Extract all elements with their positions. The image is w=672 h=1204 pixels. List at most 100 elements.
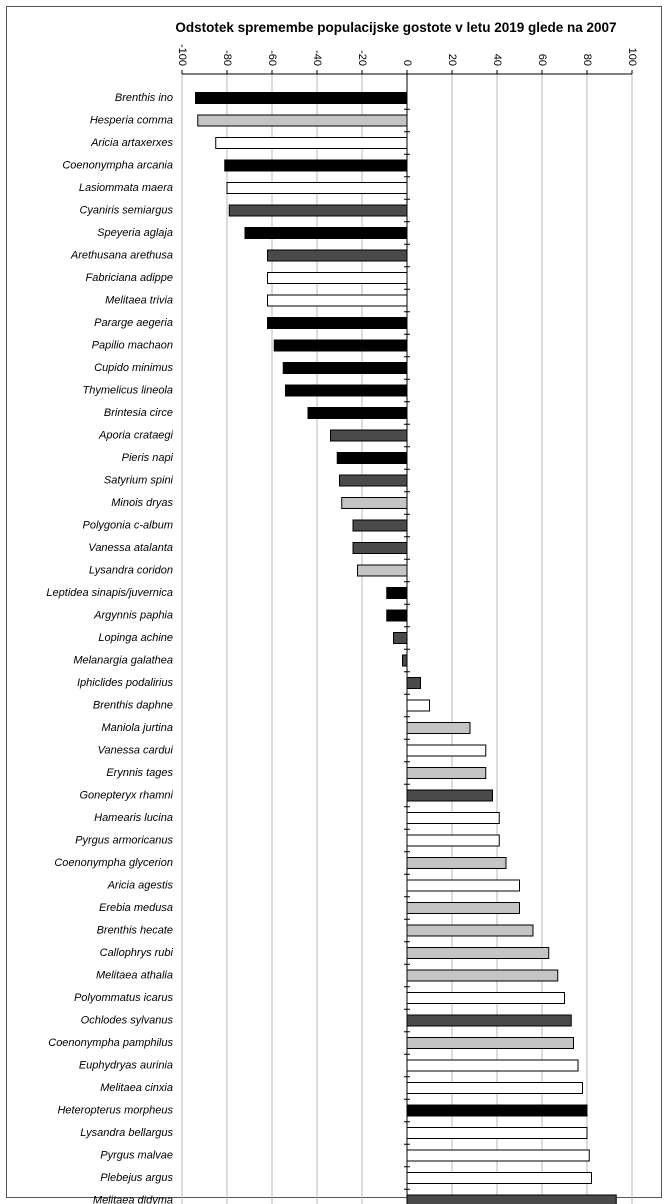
category-label: Polyommatus icarus <box>74 992 174 1004</box>
x-tick-label: -40 <box>311 50 323 66</box>
category-label: Cyaniris semiargus <box>79 204 173 216</box>
category-label: Brenthis ino <box>115 92 173 104</box>
x-tick-label: 100 <box>626 48 638 66</box>
category-label: Euphydryas aurinia <box>79 1059 173 1071</box>
x-tick-label: 60 <box>536 54 548 66</box>
bar <box>406 699 430 712</box>
x-tick-label: 40 <box>491 54 503 66</box>
x-tick-label: -100 <box>176 44 188 66</box>
x-axis: -100 -80 -60 -40 -20 0 20 40 60 80 100 <box>176 44 638 1204</box>
bar <box>406 1104 588 1117</box>
category-label: Polygonia c-album <box>83 519 174 531</box>
bar <box>386 609 408 622</box>
category-label: Speyeria aglaja <box>97 227 173 239</box>
bar <box>285 384 408 397</box>
category-label: Aricia artaxerxes <box>90 137 173 149</box>
bar <box>282 362 408 374</box>
category-label: Minois dryas <box>111 497 173 509</box>
category-label: Melanargia galathea <box>73 654 173 666</box>
category-label: Brintesia circe <box>104 407 173 419</box>
category-label: Hamearis lucina <box>94 812 173 824</box>
category-label: Coenonympha pamphilus <box>48 1037 173 1049</box>
bar <box>406 834 500 847</box>
bar <box>224 159 408 172</box>
category-label: Papilio machaon <box>92 339 173 351</box>
bar <box>406 744 487 757</box>
bar <box>267 272 408 284</box>
bar <box>406 902 520 914</box>
x-tick-label: -20 <box>356 50 368 66</box>
bar <box>406 992 565 1004</box>
category-label: Pyrgus malvae <box>100 1149 173 1161</box>
bar <box>352 519 408 532</box>
bar <box>402 654 408 667</box>
category-label: Gonepteryx rhamni <box>79 789 173 801</box>
category-label: Vanessa atalanta <box>88 542 173 554</box>
bar <box>267 294 408 307</box>
bar <box>386 587 408 599</box>
bar <box>341 497 408 509</box>
bar <box>339 474 408 487</box>
bar <box>330 429 408 442</box>
category-labels: Brenthis ino Hesperia comma Aricia artaxer… <box>46 92 173 1204</box>
category-label: Lasiommata maera <box>79 182 173 194</box>
bar <box>406 969 559 982</box>
bar <box>406 879 520 892</box>
bar <box>406 1059 579 1072</box>
category-label: Pararge aegeria <box>94 317 173 329</box>
bar <box>195 92 408 104</box>
bar <box>406 722 471 734</box>
bar <box>267 317 408 329</box>
x-tick-label: 20 <box>446 54 458 66</box>
category-label: Maniola jurtina <box>101 722 173 734</box>
category-label: Aricia agestis <box>107 879 174 891</box>
bar <box>406 1082 583 1094</box>
bar <box>226 182 408 194</box>
category-label: Coenonympha glycerion <box>54 857 173 869</box>
bar <box>406 1014 572 1027</box>
category-label: Brenthis daphne <box>93 699 173 711</box>
category-label: Melitaea athalia <box>96 969 173 981</box>
bar <box>336 452 408 464</box>
category-label: Melitaea cinxia <box>100 1082 173 1094</box>
category-label: Pyrgus armoricanus <box>75 834 173 846</box>
category-label: Melitaea didyma <box>93 1194 173 1204</box>
category-label: Iphiclides podalirius <box>77 677 173 689</box>
category-label: Melitaea trivia <box>105 294 173 306</box>
category-label: Arethusana arethusa <box>70 249 173 261</box>
bar <box>357 564 408 577</box>
bar <box>406 1194 617 1204</box>
bar <box>406 947 550 959</box>
bar <box>393 632 408 644</box>
category-label: Heteropterus morpheus <box>57 1104 173 1116</box>
bar <box>406 1127 588 1139</box>
bars <box>195 92 617 1204</box>
bar <box>406 789 493 802</box>
category-label: Lysandra bellargus <box>80 1127 173 1139</box>
x-tick-label: -80 <box>221 50 233 66</box>
category-label: Erebia medusa <box>99 902 173 914</box>
x-tick-label: 80 <box>581 54 593 66</box>
category-label: Ochlodes sylvanus <box>81 1014 174 1026</box>
category-label: Satyrium spini <box>104 474 174 486</box>
category-label: Pieris napi <box>122 452 174 464</box>
bar <box>406 767 487 779</box>
bar <box>267 249 408 262</box>
bar <box>197 114 408 127</box>
category-label: Coenonympha arcania <box>62 159 173 171</box>
bar <box>244 227 408 239</box>
category-label: Lopinga achine <box>98 632 173 644</box>
category-label: Fabriciana adippe <box>86 272 173 284</box>
bar <box>406 677 421 689</box>
bar <box>406 924 534 937</box>
category-label: Erynnis tages <box>106 767 173 779</box>
bar <box>406 857 507 869</box>
category-label: Thymelicus lineola <box>83 384 173 396</box>
bar <box>352 542 408 554</box>
category-label: Aporia crataegi <box>98 429 174 441</box>
x-tick-label: -60 <box>266 50 278 66</box>
category-label: Cupido minimus <box>94 362 173 374</box>
chart-title: Odstotek spremembe populacijske gostote … <box>175 20 617 35</box>
bar <box>406 1149 590 1162</box>
